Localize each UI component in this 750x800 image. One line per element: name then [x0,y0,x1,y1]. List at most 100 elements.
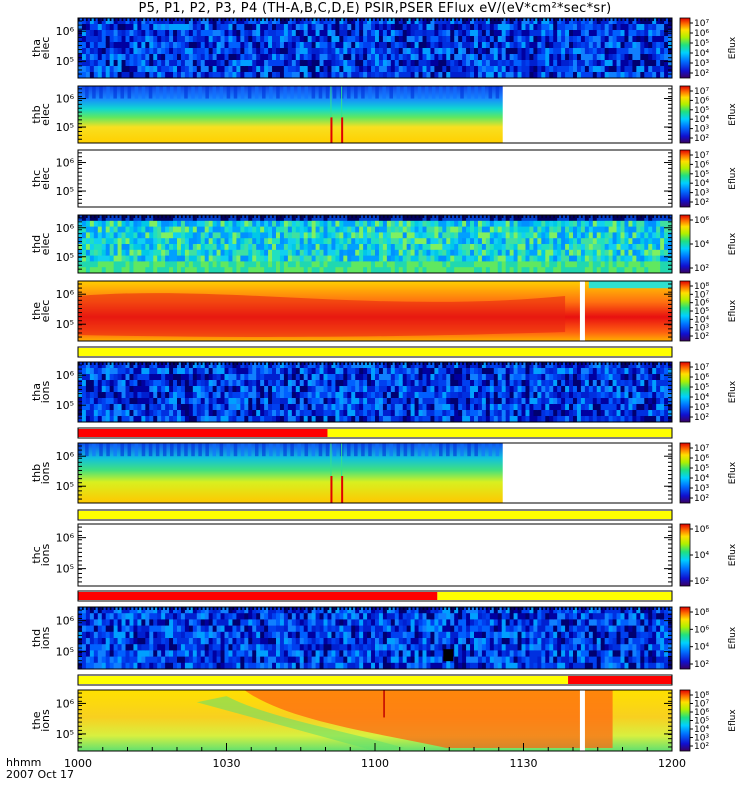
spectrogram-cell [220,255,225,262]
spectrogram-cell [78,380,83,387]
spectrogram-cell [224,220,229,227]
spectrogram-cell [188,30,194,37]
spectrogram-cell [81,362,87,369]
spectrogram-cell [157,244,162,251]
spectrogram-cell [426,48,431,55]
spectrogram-cell [196,368,202,375]
spectrogram-cell [177,362,182,369]
spectrogram-cell [200,380,206,387]
spectrogram-cell [410,404,415,411]
spectrogram-cell [509,220,514,227]
spectrogram-cell [287,386,293,393]
spectrogram-cell [541,226,546,233]
spectrogram-cell [260,416,265,423]
spectrogram-cell [188,18,194,25]
spectrogram-cell [442,374,447,381]
spectrogram-cell [188,255,194,262]
spectrogram-cell [446,42,451,49]
spectrogram-cell [565,18,570,25]
spectrogram-cell [620,249,625,256]
spectrogram-cell [553,267,558,274]
spectrogram-cell [378,386,384,393]
spectrogram-cell [85,398,91,405]
spectrogram-cell [561,54,566,61]
spectrogram-cell [149,215,152,218]
spectrogram-cell [252,30,257,37]
spectrogram-cell [303,215,306,218]
spectrogram-cell [208,238,214,245]
spectrogram-cell [264,36,269,43]
spectrogram-cell [660,60,665,67]
spectrogram-cell [660,48,665,55]
spectrogram-cell [517,380,522,387]
spectrogram-cell [97,267,103,274]
spectrogram-cell [323,24,328,31]
spectrogram-cell [93,24,99,31]
spectrogram-cell [394,66,400,73]
spectrogram-cell [85,392,91,399]
spectrogram-cell [141,232,146,239]
spectrogram-cell [382,66,388,73]
spectrogram-cell [375,36,380,43]
spectrogram-cell [188,226,194,233]
spectrogram-cell [438,261,443,268]
spectrogram-cell [371,374,376,381]
spectrogram-cell [299,392,305,399]
spectrogram-cell [430,249,435,256]
spectrogram-cell [212,30,217,37]
spectrogram-cell [228,232,233,239]
spectrogram-cell [117,18,122,25]
spectrogram-cell [474,72,479,79]
spectrogram-cell [363,220,368,227]
spectrogram-cell [541,215,546,222]
spectrogram-cell [279,380,285,387]
spectrogram-cell [121,362,124,365]
spectrogram-cell [200,30,206,37]
spectrogram-cell [323,60,328,67]
spectrogram-cell [180,398,186,405]
spectrogram-cell [177,36,182,43]
spectrogram-cell [335,220,340,227]
spectrogram-cell [398,232,404,239]
spectrogram-cell [220,66,225,73]
spectrogram-cell [422,398,427,405]
spectrogram-cell [121,267,126,274]
spectrogram-cell [513,238,518,245]
spectrogram-cell [367,238,372,245]
spectrogram-cell [501,398,507,405]
spectrogram-cell [517,18,520,21]
spectrogram-cell [291,380,297,387]
spectrogram-cell [335,18,340,25]
spectrogram-cell [319,18,324,25]
spectrogram-cell [137,220,142,227]
spectrogram-cell [331,238,336,245]
spectrogram-cell [481,72,487,79]
spectrogram-cell [279,24,285,31]
spectrogram-cell [648,255,653,262]
spectrogram-cell [208,60,214,67]
spectrogram-cell [323,398,328,405]
spectrogram-cell [549,249,554,256]
spectrogram-cell [537,36,542,43]
spectrogram-cell [339,42,344,49]
spectrogram-cell [228,255,233,262]
colorbar-tick-label: 10⁴ [694,315,709,325]
spectrogram-cell [208,72,214,79]
spectrogram-cell [315,60,320,67]
spectrogram-cell [569,386,574,393]
spectrogram-cell [212,368,217,375]
spectrogram-cell [268,226,273,233]
spectrogram-cell [580,215,583,218]
spectrogram-cell [485,392,491,399]
spectrogram-cell [430,36,435,43]
spectrogram-cell [212,404,217,411]
spectrogram-cell [224,362,227,365]
spectrogram-cell [109,60,115,67]
spectrogram-cell [299,255,305,262]
spectrogram-cell [129,362,134,369]
spectrogram-cell [549,232,554,239]
spectrogram-cell [105,398,111,405]
spectrogram-cell [410,249,415,256]
spectrogram-cell [414,30,419,37]
spectrogram-cell [580,48,586,55]
